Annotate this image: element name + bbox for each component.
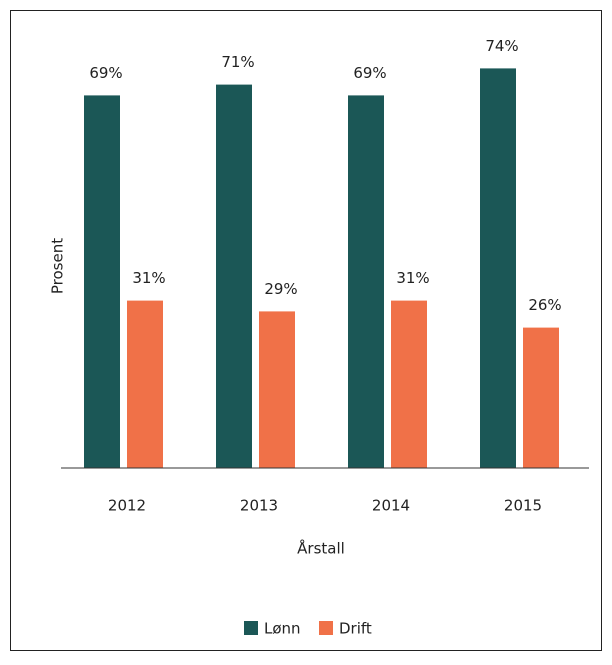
- bar: [216, 84, 252, 468]
- frame: [10, 10, 602, 651]
- legend-label: Drift: [339, 620, 372, 638]
- value-label: 26%: [528, 296, 561, 314]
- value-label: 31%: [132, 269, 165, 287]
- y-axis-label: Prosent: [49, 238, 67, 294]
- value-label: 29%: [264, 280, 297, 298]
- value-label: 31%: [396, 269, 429, 287]
- value-label: 74%: [485, 37, 518, 55]
- legend-swatch: [319, 621, 333, 635]
- bar: [391, 300, 427, 468]
- value-label: 69%: [89, 64, 122, 82]
- x-tick-label: 2015: [504, 497, 542, 515]
- bar: [259, 311, 295, 468]
- value-label: 71%: [221, 53, 254, 71]
- x-tick-label: 2014: [372, 497, 410, 515]
- legend-label: Lønn: [264, 620, 301, 638]
- bar: [348, 95, 384, 469]
- bar: [127, 300, 163, 468]
- x-tick-label: 2013: [240, 497, 278, 515]
- legend-swatch: [244, 621, 258, 635]
- x-tick-label: 2012: [108, 497, 146, 515]
- bar: [523, 327, 559, 468]
- bar: [84, 95, 120, 469]
- x-axis-label: Årstall: [297, 539, 345, 558]
- bar: [480, 68, 516, 469]
- value-label: 69%: [353, 64, 386, 82]
